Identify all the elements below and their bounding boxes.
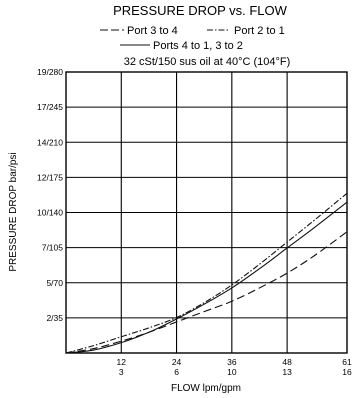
x-tick-label-gpm: 3	[119, 367, 124, 377]
legend-label-port-3-to-4: Port 3 to 4	[127, 25, 178, 37]
y-tick-label: 7/105	[42, 243, 64, 253]
x-tick-label-gpm: 13	[282, 367, 292, 377]
chart-subtitle: 32 cSt/150 sus oil at 40°C (104°F)	[124, 56, 291, 68]
grid	[66, 72, 347, 353]
x-tick-label-gpm: 10	[227, 367, 237, 377]
x-tick-label-lpm: 61	[342, 357, 352, 367]
y-tick-label: 10/140	[37, 208, 63, 218]
series-lines	[65, 192, 348, 354]
legend-label-port-2-to-1: Port 2 to 1	[234, 25, 285, 37]
y-tick-label: 5/70	[46, 278, 63, 288]
series-line-2	[65, 192, 348, 354]
chart-title: PRESSURE DROP vs. FLOW	[113, 3, 288, 18]
y-tick-label: 2/35	[46, 313, 63, 323]
legend: Port 3 to 4 Port 2 to 1 Ports 4 to 1, 3 …	[100, 25, 285, 52]
y-tick-labels: 2/35 5/70 7/105 10/140 12/175 14/210 17/245 19/…	[37, 67, 63, 323]
plot-frame	[65, 71, 348, 354]
y-tick-label: 17/245	[37, 102, 63, 112]
x-tick-label-lpm: 24	[172, 357, 182, 367]
x-tick-label-lpm: 36	[227, 357, 237, 367]
x-tick-label-lpm: 48	[282, 357, 292, 367]
x-tick-label-lpm: 12	[117, 357, 127, 367]
y-tick-label: 19/280	[37, 67, 63, 77]
y-tick-label: 12/175	[37, 172, 63, 182]
legend-label-ports-4-to-1-3-to-2: Ports 4 to 1, 3 to 2	[153, 40, 243, 52]
x-tick-label-gpm: 6	[174, 367, 179, 377]
series-line-1	[65, 231, 348, 354]
x-axis-label: FLOW lpm/gpm	[171, 383, 241, 394]
x-tick-label-gpm: 16	[342, 367, 352, 377]
y-axis-label: PRESSURE DROP bar/psi	[8, 152, 19, 271]
series-line-3	[65, 201, 348, 354]
y-tick-label: 14/210	[37, 137, 63, 147]
